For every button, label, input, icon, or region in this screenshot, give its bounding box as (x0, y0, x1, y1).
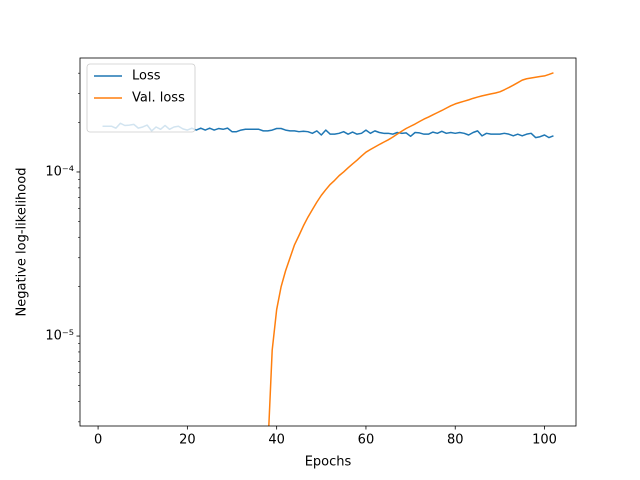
legend-label: Loss (132, 69, 161, 84)
x-tick-label: 20 (179, 433, 196, 448)
x-axis-label: Epochs (305, 455, 352, 470)
x-tick-label: 60 (358, 433, 375, 448)
y-tick-label: 10⁻⁵ (45, 329, 74, 344)
plot-frame (79, 57, 577, 427)
y-tick-label: 10⁻⁴ (45, 164, 74, 179)
data-line (268, 72, 554, 426)
legend-box (86, 63, 196, 133)
x-tick-label: 80 (447, 433, 464, 448)
legend-label: Val. loss (132, 91, 185, 106)
x-tick-label: 0 (94, 433, 102, 448)
y-axis-label: Negative log-likelihood (15, 168, 30, 317)
x-tick-label: 40 (268, 433, 285, 448)
x-tick-label: 100 (532, 433, 557, 448)
